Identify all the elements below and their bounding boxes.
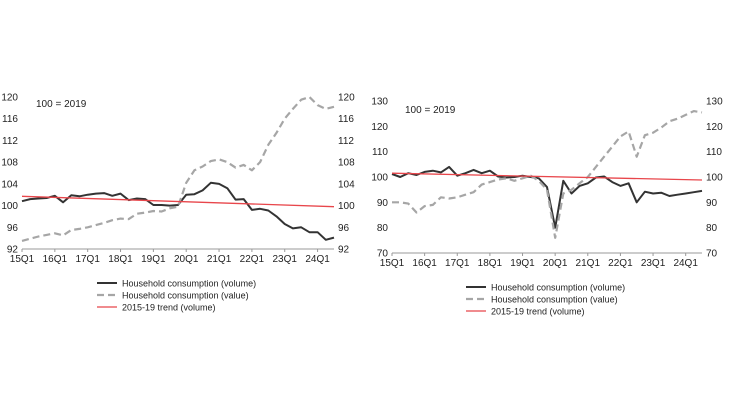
x-tick-label: 15Q1 <box>380 258 405 269</box>
legend-label: Household consumption (value) <box>122 291 249 301</box>
y-tick-label-left: 110 <box>372 147 388 158</box>
legend-label: Household consumption (value) <box>491 295 618 305</box>
y-tick-label-left: 70 <box>377 249 389 260</box>
x-tick-label: 18Q1 <box>108 254 133 265</box>
y-tick-label-left: 108 <box>1 158 18 169</box>
x-tick-label: 15Q1 <box>10 254 35 265</box>
series-line-value <box>21 95 335 242</box>
y-tick-label-left: 104 <box>1 179 18 190</box>
left-chart: 92 92 96 96 100 100 104 104 108 108 112 112 116 116 12… <box>1 93 355 313</box>
x-tick-label: 22Q1 <box>608 258 633 269</box>
x-tick-label: 24Q1 <box>673 258 698 269</box>
y-tick-label-right: 120 <box>338 93 355 104</box>
y-tick-label-left: 120 <box>1 93 18 104</box>
x-tick-label: 16Q1 <box>412 258 437 269</box>
x-tick-label: 16Q1 <box>43 254 68 265</box>
y-tick-label-left: 120 <box>371 122 388 133</box>
x-tick-label: 22Q1 <box>240 254 265 265</box>
series-line-value <box>392 109 703 239</box>
base-year-annotation: 100 = 2019 <box>405 105 456 116</box>
trend-line <box>391 172 703 181</box>
y-tick-label-right: 92 <box>338 245 350 256</box>
legend-label: Household consumption (volume) <box>122 279 256 289</box>
series-line-volume <box>21 181 335 241</box>
y-tick-label-right: 120 <box>706 122 723 133</box>
x-tick-label: 23Q1 <box>641 258 666 269</box>
y-tick-label-right: 130 <box>706 97 723 108</box>
y-tick-label-right: 96 <box>338 223 350 234</box>
x-tick-label: 17Q1 <box>445 258 470 269</box>
base-year-annotation: 100 = 2019 <box>36 99 87 110</box>
y-tick-label-right: 112 <box>338 136 354 147</box>
trend-line <box>21 195 335 208</box>
y-tick-label-right: 108 <box>338 158 355 169</box>
y-tick-label-left: 130 <box>371 97 388 108</box>
y-tick-label-left: 80 <box>377 223 389 234</box>
y-tick-label-left: 100 <box>371 173 388 184</box>
x-tick-label: 23Q1 <box>273 254 298 265</box>
x-tick-label: 19Q1 <box>141 254 166 265</box>
series-line-volume <box>391 165 703 229</box>
y-tick-label-left: 96 <box>7 223 19 234</box>
x-tick-label: 17Q1 <box>75 254 100 265</box>
x-tick-label: 18Q1 <box>478 258 503 269</box>
y-tick-label-right: 100 <box>706 173 723 184</box>
right-chart: 70 70 80 80 90 90 100 100 110 110 120 120 130 130 15Q1… <box>371 97 723 317</box>
x-tick-label: 21Q1 <box>207 254 232 265</box>
legend-label: 2015-19 trend (volume) <box>491 307 585 317</box>
x-tick-label: 20Q1 <box>543 258 568 269</box>
y-tick-label-right: 100 <box>338 201 355 212</box>
x-tick-label: 21Q1 <box>576 258 601 269</box>
x-tick-label: 24Q1 <box>305 254 330 265</box>
y-tick-label-right: 70 <box>706 249 718 260</box>
y-tick-label-right: 110 <box>706 147 722 158</box>
y-tick-label-left: 112 <box>2 136 18 147</box>
x-tick-label: 20Q1 <box>174 254 199 265</box>
y-tick-label-left: 100 <box>1 201 18 212</box>
y-tick-label-left: 92 <box>7 245 19 256</box>
legend-label: Household consumption (volume) <box>491 283 625 293</box>
x-tick-label: 19Q1 <box>510 258 535 269</box>
legend-label: 2015-19 trend (volume) <box>122 303 216 313</box>
y-tick-label-right: 90 <box>706 198 718 209</box>
y-tick-label-right: 104 <box>338 179 355 190</box>
y-tick-label-left: 116 <box>2 114 18 125</box>
y-tick-label-left: 90 <box>377 198 389 209</box>
y-tick-label-right: 80 <box>706 223 718 234</box>
y-tick-label-right: 116 <box>338 114 354 125</box>
